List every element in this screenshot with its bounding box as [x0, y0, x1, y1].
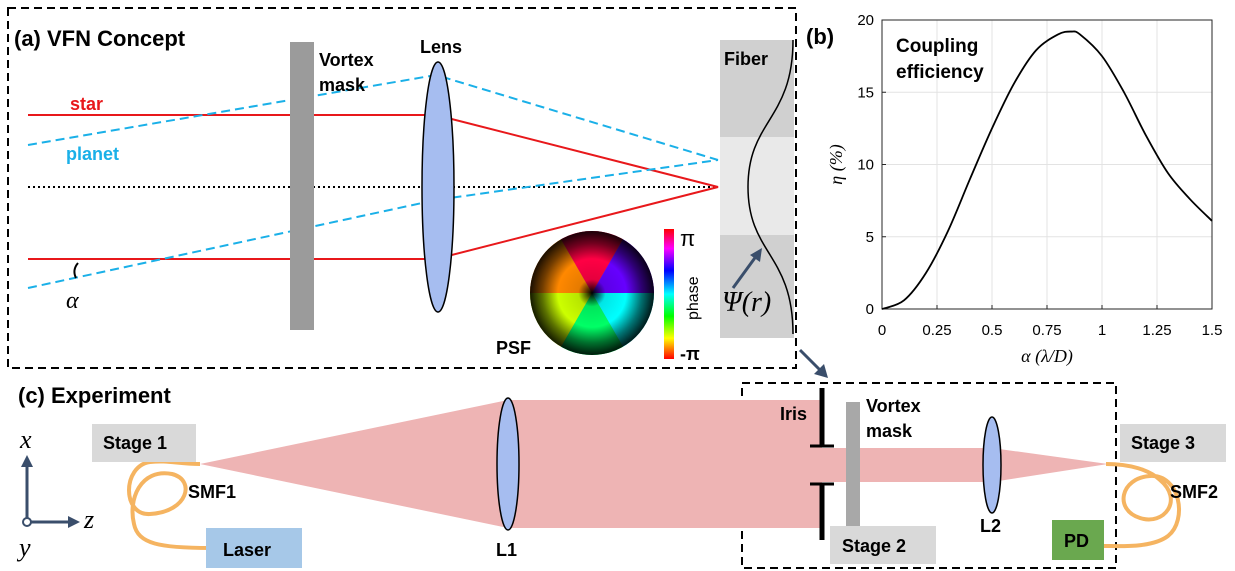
y-tick-label: 5: [866, 229, 874, 246]
smf1-fiber: [127, 459, 211, 550]
iris-label: Iris: [780, 404, 807, 424]
x-axis-label: α (λ/D): [1021, 346, 1073, 367]
smf2-fiber: [1103, 462, 1181, 549]
panel-b: (b) 0 0.25 0.5 0.75 1 1.25 1.5 0 5 10 15 20 Coupling…: [806, 12, 1222, 367]
fiber-mode-profile: [747, 39, 794, 335]
lens-l1: [496, 397, 520, 531]
x-tick-label: 0.25: [922, 322, 951, 339]
phase-min-label: -π: [680, 344, 700, 364]
x-tick-label: 1: [1098, 322, 1106, 339]
vortex-mask-c-label-1: Vortex: [866, 396, 921, 416]
y-tick-label: 20: [857, 12, 874, 29]
lens-l2: [982, 416, 1002, 514]
axis-z-label: z: [83, 505, 94, 534]
stage3-box: [1120, 424, 1226, 462]
chart-title-line-1: Coupling: [896, 36, 978, 57]
l2-label: L2: [980, 516, 1001, 536]
alpha-arc: [73, 262, 79, 279]
phase-colorbar: [664, 229, 674, 359]
vortex-mask: [290, 42, 314, 330]
panel-c: (c) Experiment x z y Stage 1 SMF1 Laser …: [16, 348, 1226, 569]
vortex-mask-label-2: mask: [319, 75, 366, 95]
smf1-label: SMF1: [188, 482, 236, 502]
stage1-box: [92, 424, 196, 462]
coupling-chart: 0 0.25 0.5 0.75 1 1.25 1.5 0 5 10 15 20 Coupling effi…: [826, 12, 1222, 367]
phase-axis-label: phase: [685, 276, 702, 320]
fiber-core: [720, 137, 794, 235]
smf2-label: SMF2: [1170, 482, 1218, 502]
laser-box: [206, 528, 302, 568]
pd-label: PD: [1064, 531, 1089, 551]
pd-box: [1052, 520, 1104, 560]
laser-label: Laser: [223, 540, 271, 560]
x-tick-label: 0: [878, 322, 886, 339]
psf-label: PSF: [496, 338, 531, 358]
y-axis-label: η (%): [826, 144, 847, 184]
z-axis-arrowhead: [68, 516, 80, 528]
y-tick-label: 10: [857, 157, 874, 174]
vortex-mask-c: [846, 402, 860, 526]
lens: [421, 61, 455, 313]
panel-c-title: (c) Experiment: [18, 383, 171, 408]
alpha-label: α: [66, 288, 79, 314]
panel-a-frame: [7, 7, 797, 369]
planet-label: planet: [66, 144, 119, 164]
psi-arrowhead: [750, 248, 762, 262]
panel-a: (a) VFN Concept Fiber Vortex mask Lens s…: [7, 7, 797, 369]
y-tick-label: 0: [866, 301, 874, 318]
beam-apertured: [822, 448, 1108, 482]
stage3-label: Stage 3: [1131, 433, 1195, 453]
zoom-arrowhead: [814, 364, 828, 378]
chart-title-line-2: efficiency: [896, 62, 984, 83]
stage2-box: [830, 526, 936, 564]
panel-b-title: (b): [806, 24, 834, 49]
x-tick-label: 1.25: [1142, 322, 1171, 339]
vortex-stage-frame: [741, 382, 1117, 569]
phase-max-label: π: [680, 226, 695, 251]
zoom-arrow: [798, 348, 824, 374]
panel-a-title: (a) VFN Concept: [14, 26, 186, 51]
coupling-curve: [881, 30, 1213, 310]
x-tick-label: 1.5: [1202, 322, 1223, 339]
l1-label: L1: [496, 540, 517, 560]
stage2-label: Stage 2: [842, 536, 906, 556]
stage1-label: Stage 1: [103, 433, 167, 453]
vortex-mask-label-1: Vortex: [319, 50, 374, 70]
axis-x-label: x: [19, 425, 32, 454]
y-axis-dot: [22, 517, 32, 527]
star-label: star: [70, 94, 103, 114]
x-axis-arrowhead: [21, 455, 33, 467]
y-tick-label: 15: [857, 84, 874, 101]
lens-label: Lens: [420, 37, 462, 57]
x-tick-label: 0.75: [1032, 322, 1061, 339]
vortex-mask-c-label-2: mask: [866, 421, 913, 441]
psf-image: [530, 230, 654, 356]
fiber-label: Fiber: [724, 49, 768, 69]
axis-y-label: y: [16, 533, 31, 562]
x-tick-label: 0.5: [982, 322, 1003, 339]
psi-label: Ψ(r): [722, 287, 771, 318]
psi-arrow: [731, 254, 759, 289]
